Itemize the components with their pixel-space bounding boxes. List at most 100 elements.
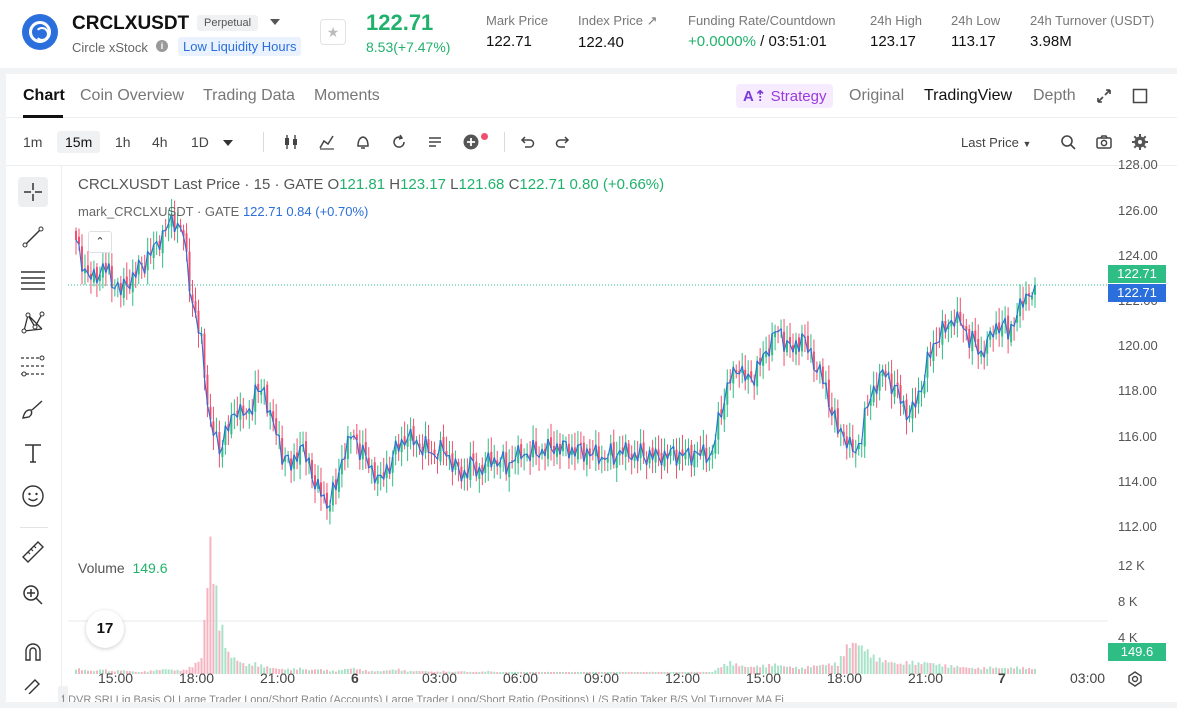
volume-bar <box>170 669 173 674</box>
candle <box>314 475 317 489</box>
bottom-indicator-tabs[interactable]: LDVR SRI Liq Basis OI Large Trader Long/… <box>62 694 784 702</box>
magnet-tool-icon[interactable] <box>18 637 48 667</box>
price-axis[interactable]: 128.00126.00124.00122.00120.00118.00116.… <box>1108 157 1177 674</box>
volume-bar <box>926 662 929 674</box>
stat-index-price[interactable]: Index Price ↗ 122.40 <box>578 13 658 51</box>
undo-icon[interactable] <box>518 133 536 151</box>
volume-bar <box>385 670 388 674</box>
candle <box>212 421 215 436</box>
emoji-tool-icon[interactable] <box>18 481 48 511</box>
candle <box>517 445 520 464</box>
price-source-select[interactable]: Last Price ▼ <box>961 135 1031 150</box>
tab-trading-data[interactable]: Trading Data <box>203 87 295 104</box>
tradingview-logo[interactable]: 17 <box>86 610 124 648</box>
tab-coin-overview[interactable]: Coin Overview <box>80 87 185 104</box>
candle <box>541 449 544 455</box>
liquidity-tag[interactable]: Low Liquidity Hours <box>178 37 302 56</box>
symbol-name[interactable]: CRCLXUSDT <box>72 13 190 34</box>
volume-bar <box>373 671 376 674</box>
candle <box>654 448 657 463</box>
tab-depth[interactable]: Depth <box>1033 87 1076 104</box>
volume-bar <box>983 667 986 674</box>
alert-icon[interactable] <box>354 133 372 151</box>
camera-icon[interactable] <box>1095 133 1113 151</box>
symbol-dropdown-chevron-icon[interactable] <box>270 19 280 25</box>
strategy-button[interactable]: A⇡ Strategy <box>736 84 834 108</box>
tab-tradingview[interactable]: TradingView <box>924 87 1013 104</box>
collapse-legend-chevron-up-icon[interactable]: ⌃ <box>88 231 112 253</box>
timeframe-1d[interactable]: 1D <box>191 134 209 150</box>
brush-tool-icon[interactable] <box>18 395 48 425</box>
zoom-in-tool-icon[interactable] <box>18 580 48 610</box>
timeframe-1h[interactable]: 1h <box>115 134 131 150</box>
replay-icon[interactable] <box>390 133 408 151</box>
text-tool-icon[interactable] <box>18 438 48 468</box>
volume-bar <box>717 667 720 674</box>
volume-bar <box>349 668 352 674</box>
volume-bar <box>367 671 370 674</box>
timeframe-dropdown-chevron-icon[interactable] <box>223 140 233 146</box>
tab-chart[interactable]: Chart <box>23 87 65 104</box>
settings-gear-icon[interactable] <box>1131 133 1149 151</box>
volume-bar <box>705 672 708 674</box>
lock-drawing-tool-icon[interactable] <box>18 670 48 694</box>
candle <box>998 322 1001 334</box>
volume-bar <box>197 661 200 674</box>
fibonacci-tool-icon[interactable] <box>18 351 48 381</box>
tab-original[interactable]: Original <box>849 87 905 104</box>
candle <box>774 331 777 338</box>
volume-bar <box>726 665 729 674</box>
legend-open-label: O <box>327 176 340 193</box>
crosshair-tool-icon[interactable] <box>18 177 48 207</box>
candle <box>717 412 720 440</box>
time-axis-label: 12:00 <box>665 670 701 686</box>
tab-moments[interactable]: Moments <box>314 87 380 104</box>
volume-bar <box>917 662 920 674</box>
volume-bar <box>523 672 526 674</box>
info-icon[interactable]: i <box>156 40 168 52</box>
time-axis-label: 18:00 <box>179 670 215 686</box>
volume-bar <box>648 672 651 674</box>
volume-bar <box>334 671 337 674</box>
volume-bar <box>582 672 585 674</box>
indicators-icon[interactable] <box>318 133 336 151</box>
templates-icon[interactable] <box>426 133 444 151</box>
candle <box>932 343 935 362</box>
timeframe-4h[interactable]: 4h <box>152 134 168 150</box>
horizontal-lines-tool-icon[interactable] <box>18 265 48 295</box>
add-indicator-icon[interactable] <box>462 133 480 151</box>
pattern-tool-icon[interactable] <box>18 308 48 338</box>
stat-value: 122.71 <box>486 33 532 50</box>
candle <box>511 460 514 463</box>
candle <box>328 505 331 512</box>
candle <box>684 452 687 460</box>
candle <box>947 324 950 330</box>
candle <box>311 459 314 479</box>
volume-bar <box>729 661 732 674</box>
volume-bar <box>576 672 579 674</box>
volume-value: 149.6 <box>132 560 168 576</box>
collapse-toolbar-chevron-icon[interactable]: ‹ <box>58 686 68 708</box>
volume-bar <box>911 660 914 674</box>
timeframe-15m[interactable]: 15m <box>57 131 101 153</box>
volume-bar <box>842 656 845 674</box>
candle <box>917 390 920 404</box>
candle-type-icon[interactable] <box>282 133 300 151</box>
volume-bar <box>388 670 391 674</box>
axis-settings-icon[interactable] <box>1126 670 1144 688</box>
trend-line-tool-icon[interactable] <box>18 222 48 252</box>
favorite-star-icon[interactable]: ★ <box>320 19 346 45</box>
candle <box>319 482 322 497</box>
candle <box>839 428 842 432</box>
window-icon[interactable] <box>1132 88 1148 104</box>
volume-bar <box>818 665 821 674</box>
timeframe-1m[interactable]: 1m <box>23 134 43 150</box>
redo-icon[interactable] <box>554 133 572 151</box>
search-icon[interactable] <box>1059 133 1077 151</box>
ruler-tool-icon[interactable] <box>18 537 48 567</box>
candle <box>296 452 299 462</box>
candle <box>1022 301 1025 308</box>
candle <box>765 351 768 357</box>
fullscreen-icon[interactable] <box>1096 88 1112 104</box>
price-chart[interactable] <box>68 166 1108 674</box>
